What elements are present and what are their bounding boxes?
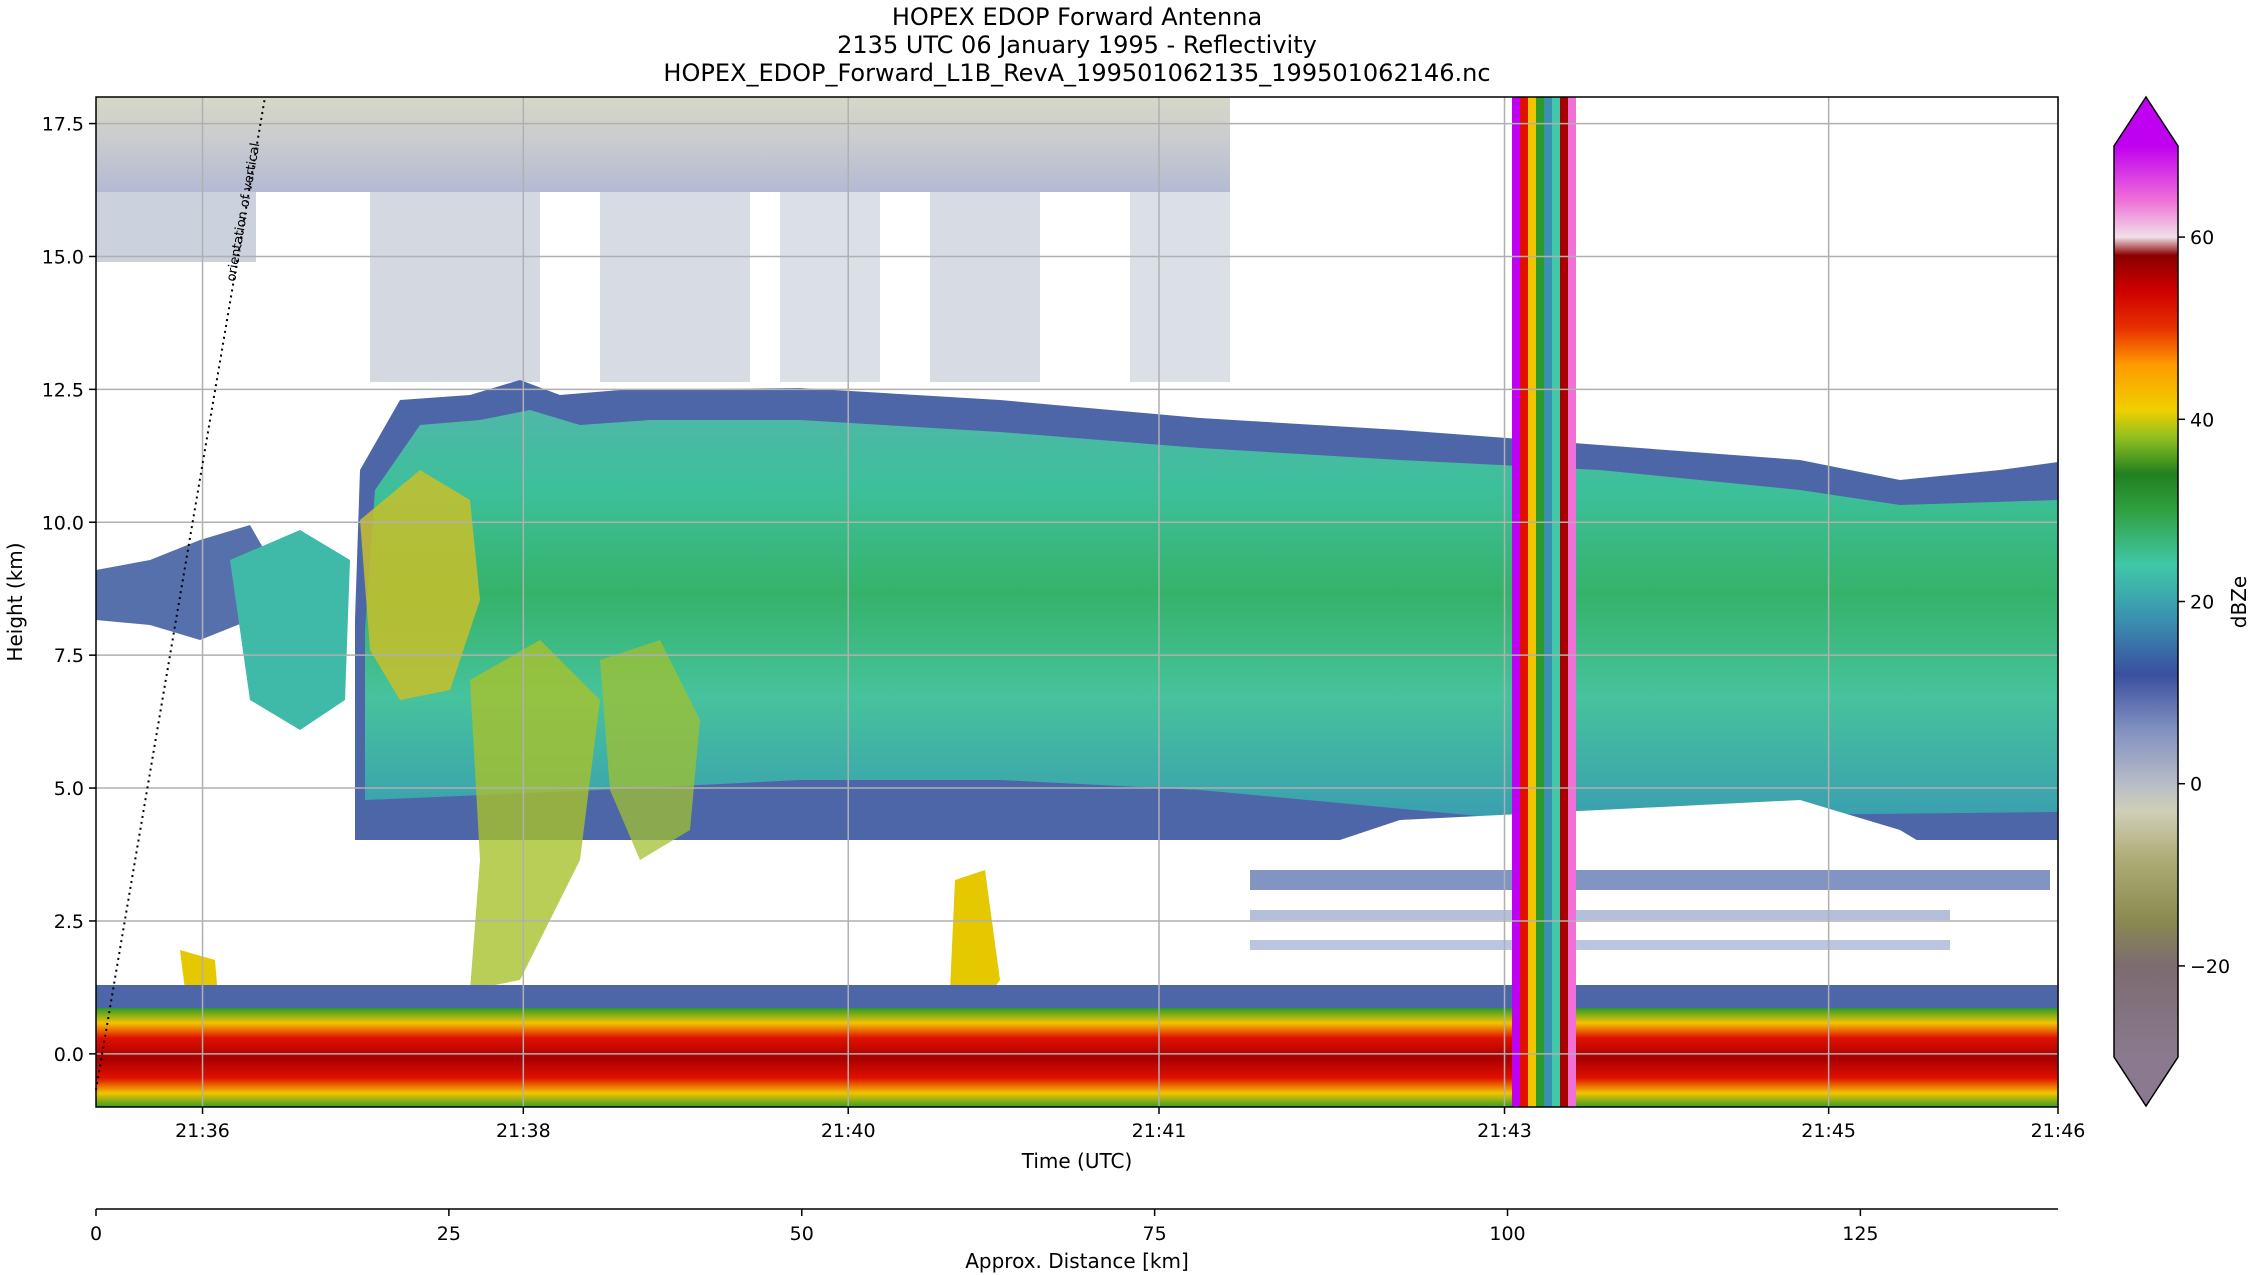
y-tick-label: 12.5 [42,379,84,401]
upper-noise-streak [1130,192,1230,382]
x-axis-label: Time (UTC) [1021,1149,1133,1173]
lower-noise-band [1250,870,2050,890]
convective-core [600,640,700,860]
upper-noise-streak [600,192,750,382]
convective-core [950,870,1000,1015]
upper-noise-streak [370,192,540,382]
noise-column [1512,97,1576,1107]
lower-clear-region [1250,800,1980,1000]
distance-tick-label: 50 [790,1223,814,1245]
distance-tick-label: 100 [1489,1223,1525,1245]
upper-noise-streak [780,192,880,382]
y-axis: 0.0 2.5 5.0 7.5 10.0 12.5 15.0 17.5 [42,114,96,1066]
chart-title-line-2: 2135 UTC 06 January 1995 - Reflectivity [837,31,1317,59]
distance-axis-label: Approx. Distance [km] [965,1249,1189,1273]
surface-return-band [96,1008,2058,1107]
colorbar-label: dBZe [2227,576,2250,628]
plot-area [96,97,2058,1107]
x-tick-label: 21:38 [496,1120,551,1142]
colorbar-extend-top [2114,97,2178,146]
upper-noise-streak [930,192,1040,382]
plot-frame [95,96,2059,1108]
y-tick-label: 2.5 [54,911,84,933]
lower-noise-band [1250,940,1950,950]
x-tick-label: 21:45 [1801,1120,1856,1142]
cloud-body [365,410,2058,818]
y-tick-label: 5.0 [54,778,84,800]
distance-tick-label: 25 [437,1223,461,1245]
distance-tick-label: 75 [1143,1223,1167,1245]
lower-noise-band [1250,910,1950,920]
grid-lines [96,97,2059,1107]
distance-tick-label: 0 [90,1223,102,1245]
colorbar-outline [2113,95,2179,1108]
colorbar-tick-label: 60 [2190,227,2214,249]
colorbar-tick-label: 0 [2190,774,2202,796]
x-tick-label: 21:41 [1132,1120,1187,1142]
y-tick-label: 7.5 [54,645,84,667]
y-tick-label: 10.0 [42,512,84,534]
colorbar-extend-bottom [2114,1057,2178,1106]
chart-title-line-1: HOPEX EDOP Forward Antenna [892,3,1262,31]
colorbar: −20 0 20 40 60 dBZe [2113,95,2250,1108]
x-tick-label: 21:40 [821,1120,876,1142]
upper-noise-region [96,97,1230,192]
y-tick-label: 0.0 [54,1044,84,1066]
colorbar-tick-label: −20 [2190,956,2230,978]
y-tick-label: 17.5 [42,114,84,136]
x-tick-label: 21:43 [1477,1120,1532,1142]
colorbar-tick-label: 20 [2190,592,2214,614]
left-echo-core [230,530,350,730]
chart-title-line-3: HOPEX_EDOP_Forward_L1B_RevA_199501062135… [663,59,1490,87]
x-tick-label: 21:36 [175,1120,230,1142]
colorbar-body [2114,146,2178,1057]
left-echo [96,525,270,640]
x-axis: 21:36 21:38 21:40 21:41 21:43 21:45 21:46 [175,1107,2085,1142]
y-axis-label: Height (km) [3,542,27,661]
y-tick-label: 15.0 [42,246,84,268]
distance-axis: 0 25 50 75 100 125 [90,1209,1879,1245]
x-tick-label: 21:46 [2031,1120,2086,1142]
colorbar-tick-label: 40 [2190,409,2214,431]
convective-core [470,640,600,990]
upper-noise-streak [96,192,256,262]
convective-core [360,470,480,700]
distance-tick-label: 125 [1842,1223,1878,1245]
colorbar-ticks: −20 0 20 40 60 [2178,227,2230,978]
boundary-layer-echo [96,985,2058,1010]
